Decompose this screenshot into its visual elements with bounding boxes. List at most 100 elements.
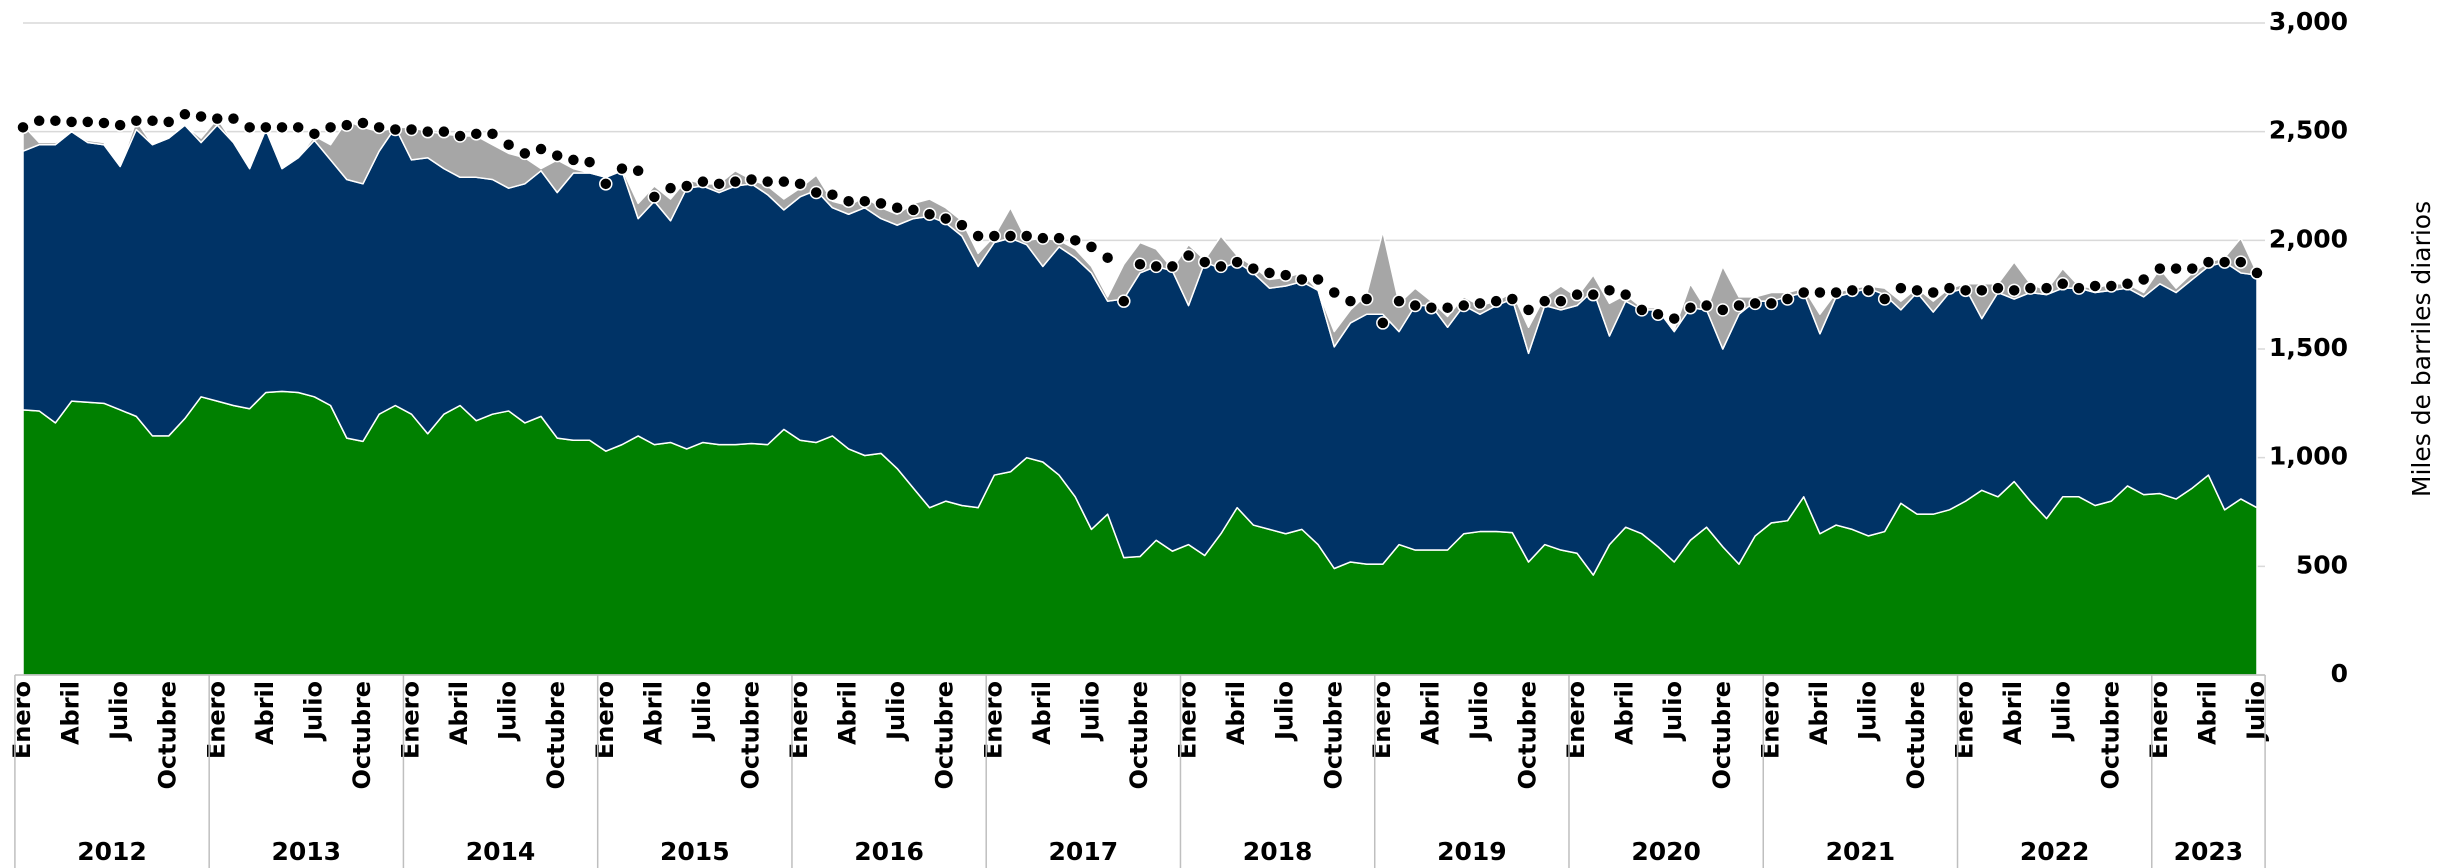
total-point — [1327, 285, 1342, 300]
y-tick-label: 2,000 — [2269, 224, 2348, 253]
total-point — [1117, 294, 1131, 308]
total-point — [437, 124, 451, 139]
total-point — [1440, 300, 1455, 315]
total-point — [1975, 283, 1989, 298]
total-point — [2007, 283, 2021, 298]
total-point — [16, 120, 30, 135]
x-tick-label: Enero — [1174, 681, 1202, 759]
year-label: 2023 — [2174, 837, 2244, 866]
total-point — [987, 229, 1002, 243]
total-point — [744, 172, 759, 187]
total-point — [809, 185, 823, 200]
x-tick-label: Octubre — [348, 681, 376, 789]
total-point — [615, 161, 629, 176]
total-point — [1635, 303, 1649, 317]
total-point — [145, 114, 160, 128]
y-tick-label: 0 — [2331, 659, 2348, 688]
total-point — [81, 115, 95, 129]
x-tick-label: Octubre — [1708, 681, 1736, 789]
year-label: 2015 — [660, 837, 730, 866]
total-point — [275, 120, 289, 135]
total-point — [1813, 285, 1827, 300]
x-tick-label: Octubre — [1902, 681, 1930, 789]
total-point — [663, 181, 678, 195]
total-point — [1991, 281, 2005, 295]
x-tick-label: Julio — [1076, 681, 1104, 742]
total-point — [2185, 261, 2199, 276]
total-point — [1214, 259, 1228, 274]
year-label: 2016 — [854, 837, 924, 866]
total-point — [1505, 292, 1520, 306]
total-point — [1036, 231, 1050, 245]
year-label: 2018 — [1243, 837, 1313, 866]
x-tick-label: Abril — [639, 681, 667, 745]
total-point — [32, 114, 46, 128]
total-point — [1165, 259, 1180, 274]
y-tick-label: 3,000 — [2269, 7, 2348, 36]
total-point — [760, 174, 775, 189]
x-tick-label: Julio — [688, 681, 716, 742]
total-point — [1861, 283, 1876, 298]
total-point — [340, 118, 354, 132]
total-point — [1278, 268, 1293, 282]
x-tick-label: Julio — [882, 681, 910, 742]
total-point — [291, 120, 305, 135]
total-point — [696, 174, 710, 189]
total-point — [1683, 300, 1698, 315]
x-tick-label: Octubre — [542, 681, 570, 789]
x-tick-label: Abril — [1999, 681, 2027, 745]
total-point — [226, 111, 241, 126]
total-point — [404, 122, 419, 137]
x-tick-label: Octubre — [736, 681, 764, 789]
x-tick-label: Abril — [57, 681, 85, 745]
total-point — [1149, 259, 1163, 274]
year-label: 2020 — [1631, 837, 1701, 866]
x-tick-label: Octubre — [1125, 681, 1153, 789]
x-tick-label: Julio — [1659, 681, 1687, 742]
total-point — [2055, 277, 2070, 291]
total-point — [922, 207, 937, 222]
year-label: 2022 — [2020, 837, 2090, 866]
total-point — [48, 114, 63, 128]
x-tick-label: Enero — [2145, 681, 2173, 759]
x-tick-label: Julio — [1853, 681, 1881, 742]
total-point — [1343, 294, 1358, 308]
total-point — [1570, 287, 1584, 302]
x-tick-label: Julio — [1271, 681, 1299, 742]
total-point — [469, 127, 484, 141]
total-point — [1311, 272, 1325, 287]
year-label: 2021 — [1826, 837, 1896, 866]
total-point — [1392, 294, 1406, 308]
total-point — [1667, 311, 1681, 326]
total-point — [1586, 287, 1601, 302]
total-point — [2104, 279, 2119, 293]
x-tick-label: Octubre — [1514, 681, 1542, 789]
x-tick-label: Abril — [2193, 681, 2221, 745]
x-tick-label: Julio — [105, 681, 133, 742]
x-tick-label: Julio — [1465, 681, 1493, 742]
total-point — [728, 174, 743, 189]
y-tick-label: 500 — [2296, 550, 2348, 579]
total-point — [1489, 294, 1503, 308]
total-point — [2120, 277, 2135, 291]
total-point — [1942, 281, 1957, 295]
total-point — [1230, 255, 1244, 269]
total-point — [1829, 285, 1843, 300]
year-label: 2019 — [1437, 837, 1507, 866]
total-point — [1019, 229, 1034, 243]
total-point — [453, 129, 467, 143]
total-point — [1181, 248, 1196, 263]
x-tick-label: Enero — [1951, 681, 1979, 759]
total-point — [647, 190, 662, 204]
total-point — [1780, 292, 1795, 306]
total-point — [1457, 298, 1471, 313]
x-tick-label: Enero — [785, 681, 813, 759]
total-point — [307, 127, 322, 141]
total-point — [1359, 292, 1374, 306]
total-point — [2088, 279, 2102, 293]
total-point — [938, 211, 953, 226]
total-point — [97, 116, 111, 130]
total-point — [518, 146, 532, 161]
